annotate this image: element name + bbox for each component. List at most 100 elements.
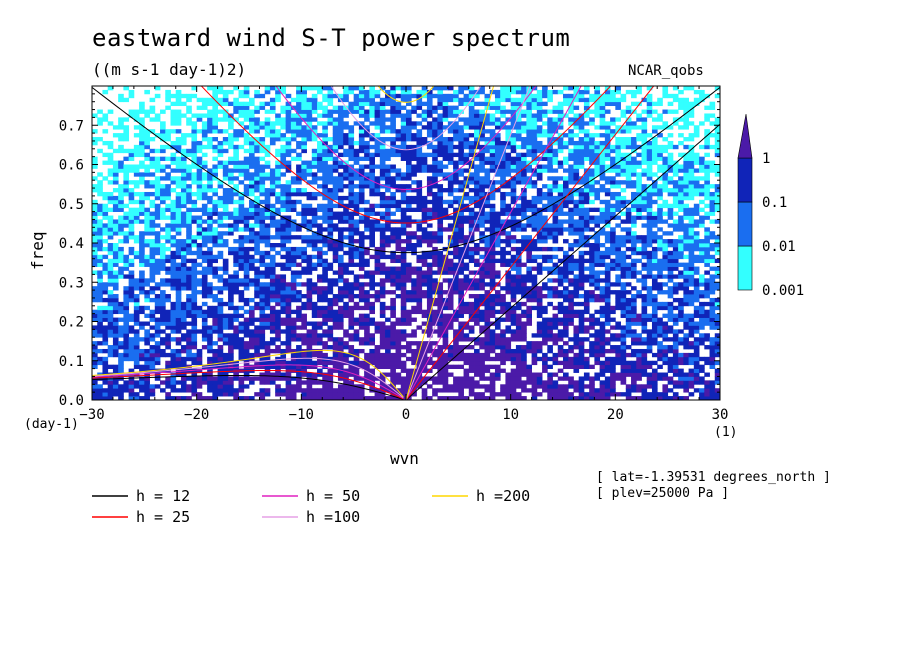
heat-cell [243,329,250,334]
heat-cell [118,274,124,279]
heat-cell [536,239,543,244]
heat-cell [364,125,370,130]
heat-cell [374,113,381,118]
x-axis-units: (1) [714,425,738,440]
heat-cell [243,89,250,95]
heat-cell [385,164,391,169]
heat-cell [259,215,266,220]
heat-cell [337,164,344,169]
heat-cell [118,360,124,366]
heat-cell [437,97,444,103]
heat-cell [233,274,239,279]
heat-cell [149,105,156,110]
heat-cell [160,348,166,354]
heat-cell [400,86,407,91]
heat-cell [296,325,302,330]
heat-cell [165,313,171,318]
heat-cell [264,325,271,330]
heat-cell [489,274,496,279]
heat-cell [207,380,213,385]
heat-cell [317,223,323,228]
heat-cell [180,113,187,118]
heat-cell [510,282,517,287]
heat-cell [416,207,423,212]
x-axis-label: wvn [390,449,419,468]
heat-cell [374,133,381,138]
heat-cell [165,89,171,95]
heat-cell [505,239,512,244]
heat-cell [133,207,140,212]
heat-cell [369,144,375,150]
heat-cell [426,215,433,220]
heat-cell [406,270,412,275]
heat-cell [521,372,527,377]
heat-cell [395,337,402,342]
heat-cell [437,313,444,318]
heat-cell [249,191,255,197]
heat-cell [484,290,491,295]
heat-cell [269,215,276,220]
heat-cell [212,380,218,385]
heat-cell [186,384,192,389]
heat-cell [285,231,292,236]
heat-cell [385,270,391,275]
heat-cell [505,243,512,248]
heat-cell [317,254,323,260]
heat-cell [175,282,182,287]
heat-cell [139,148,145,154]
heat-cell [521,203,527,209]
heat-cell [379,231,386,236]
heat-cell [175,329,182,334]
heat-cell [369,274,375,279]
heat-cell [212,203,218,209]
heat-cell [442,105,449,110]
heat-cell [243,250,250,256]
heat-cell [107,301,114,307]
heat-cell [228,313,234,318]
heat-cell [510,313,517,318]
heat-cell [343,97,349,103]
heat-cell [395,231,402,236]
heat-cell [531,152,538,158]
heat-cell [327,191,334,197]
heat-cell [505,140,512,146]
heat-cell [128,356,135,362]
heat-cell [400,301,407,307]
heat-cell [264,195,271,201]
heat-cell [468,152,475,158]
heat-cell [180,266,187,271]
heat-cell [212,274,218,279]
heat-cell [186,188,192,193]
heat-cell [432,364,438,369]
heat-cell [489,121,496,126]
heat-cell [489,117,496,122]
heat-cell [510,333,517,338]
heat-cell [196,156,203,161]
heat-cell [526,117,532,122]
heat-cell [526,129,532,134]
heat-cell [526,250,532,256]
heat-cell [249,345,255,350]
heat-cell [463,184,470,189]
heat-cell [489,345,496,350]
heat-cell [442,313,449,318]
heat-cell [479,160,485,165]
heat-cell [536,384,543,389]
heat-cell [290,329,297,334]
heat-cell [474,203,480,209]
heat-cell [285,392,292,397]
heat-cell [249,317,255,322]
heat-cell [207,329,213,334]
heat-cell [259,317,266,322]
heat-cell [180,321,187,326]
heat-cell [233,97,239,103]
heat-cell [322,160,328,165]
heat-cell [238,129,245,134]
heat-cell [217,388,224,393]
heat-cell [337,215,344,220]
heat-cell [97,223,103,228]
heat-cell [128,246,135,252]
heat-cell [453,352,459,358]
heat-cell [327,172,334,177]
heat-cell [154,86,161,91]
